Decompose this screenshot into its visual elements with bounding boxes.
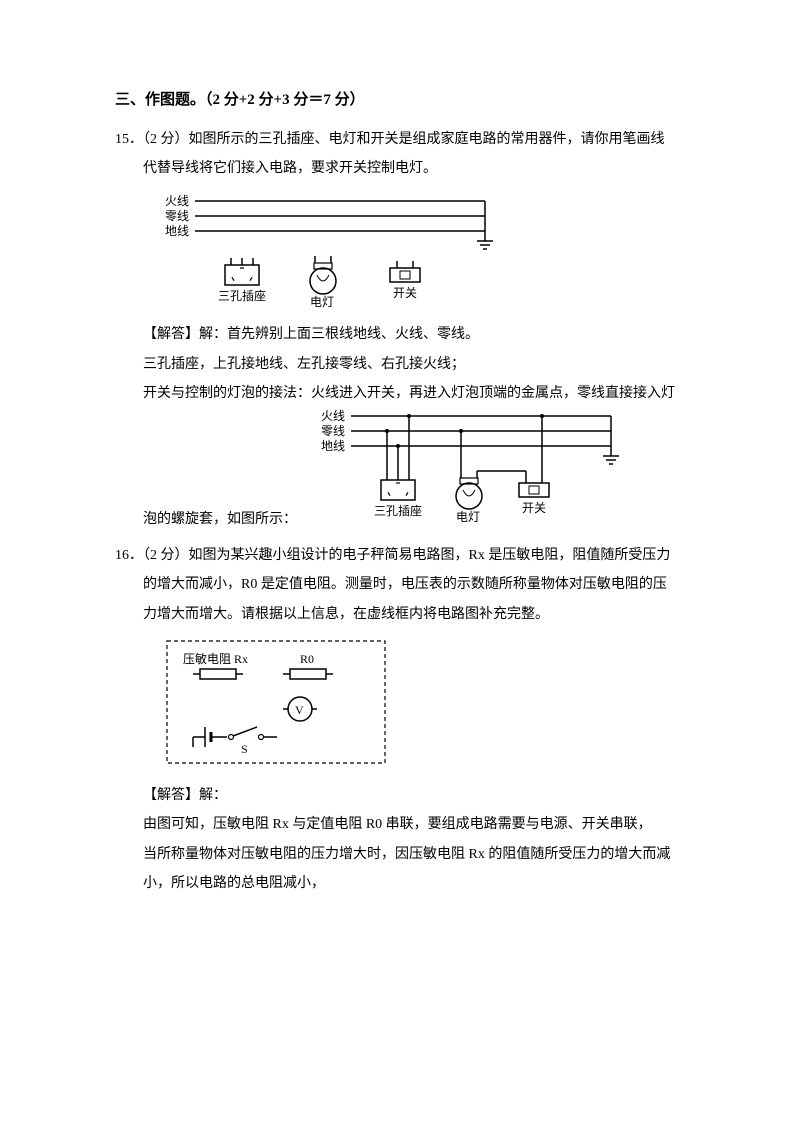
q15-answer-line3: 开关与控制的灯泡的接法：火线进入开关，再进入灯泡顶端的金属点，零线直接接入灯 — [115, 379, 684, 408]
svg-text:电灯: 电灯 — [456, 510, 480, 523]
q15-answer-line2: 三孔插座，上孔接地线、左孔接零线、右孔接火线； — [115, 350, 684, 379]
q16-number: 16．（2 分） — [115, 548, 189, 563]
wire-neutral-label: 零线 — [165, 209, 189, 223]
socket-label: 三孔插座 — [218, 288, 266, 303]
q15-answer-figure-row: 泡的螺旋套，如图所示： 火线 零线 地线 — [115, 408, 684, 534]
wire-live-label: 火线 — [165, 194, 189, 208]
q16-line3: 力增大而增大。请根据以上信息，在虚线框内将电路图补充完整。 — [115, 600, 684, 629]
q16-line1: 16．（2 分）如图为某兴趣小组设计的电子秤简易电路图，Rx 是压敏电阻，阻值随… — [115, 541, 684, 570]
switch-s-label: S — [241, 742, 248, 756]
q15-answer-figure: 火线 零线 地线 三孔插座 — [311, 408, 621, 523]
switch-label: 开关 — [393, 286, 417, 300]
svg-text:零线: 零线 — [321, 424, 345, 438]
bulb-label: 电灯 — [310, 295, 334, 308]
q15-answer-label: 【解答】解：首先辨别上面三根线地线、火线、零线。 — [115, 320, 684, 349]
svg-text:地线: 地线 — [321, 439, 345, 453]
wire-ground-label: 地线 — [165, 224, 189, 238]
question-15: 15．（2 分）如图所示的三孔插座、电灯和开关是组成家庭电路的常用器件，请你用笔… — [115, 125, 684, 535]
q16-line2: 的增大而减小，R0 是定值电阻。测量时，电压表的示数随所称量物体对压敏电阻的压 — [115, 570, 684, 599]
svg-text:三孔插座: 三孔插座 — [374, 503, 422, 518]
question-16: 16．（2 分）如图为某兴趣小组设计的电子秤简易电路图，Rx 是压敏电阻，阻值随… — [115, 541, 684, 899]
q15-number: 15．（2 分） — [115, 132, 189, 147]
q16-answer-line3: 小，所以电路的总电阻减小， — [115, 869, 684, 898]
svg-text:火线: 火线 — [321, 409, 345, 423]
q15-text1: 如图所示的三孔插座、电灯和开关是组成家庭电路的常用器件，请你用笔画线 — [189, 132, 665, 147]
q16-answer-line2: 当所称量物体对压敏电阻的压力增大时，因压敏电阻 Rx 的阻值随所受压力的增大而减 — [115, 840, 684, 869]
q15-line1: 15．（2 分）如图所示的三孔插座、电灯和开关是组成家庭电路的常用器件，请你用笔… — [115, 125, 684, 154]
q16-figure: 压敏电阻 Rx R0 V S — [165, 639, 684, 769]
r0-label: R0 — [300, 652, 314, 666]
q15-line2: 代替导线将它们接入电路，要求开关控制电灯。 — [115, 154, 684, 183]
svg-text:开关: 开关 — [522, 501, 546, 515]
q15-answer-line4: 泡的螺旋套，如图所示： — [143, 505, 297, 534]
voltmeter-label: V — [295, 703, 304, 717]
q16-answer-label: 【解答】解： — [115, 781, 684, 810]
q16-answer-line1: 由图可知，压敏电阻 Rx 与定值电阻 R0 串联，要组成电路需要与电源、开关串联… — [115, 810, 684, 839]
q16-text1: 如图为某兴趣小组设计的电子秤简易电路图，Rx 是压敏电阻，阻值随所受压力 — [189, 548, 671, 563]
section-title: 三、作图题。（2 分+2 分+3 分＝7 分） — [115, 85, 684, 117]
q15-figure: 火线 零线 地线 三孔插座 电灯 — [165, 193, 684, 308]
rx-label: 压敏电阻 Rx — [183, 651, 248, 666]
